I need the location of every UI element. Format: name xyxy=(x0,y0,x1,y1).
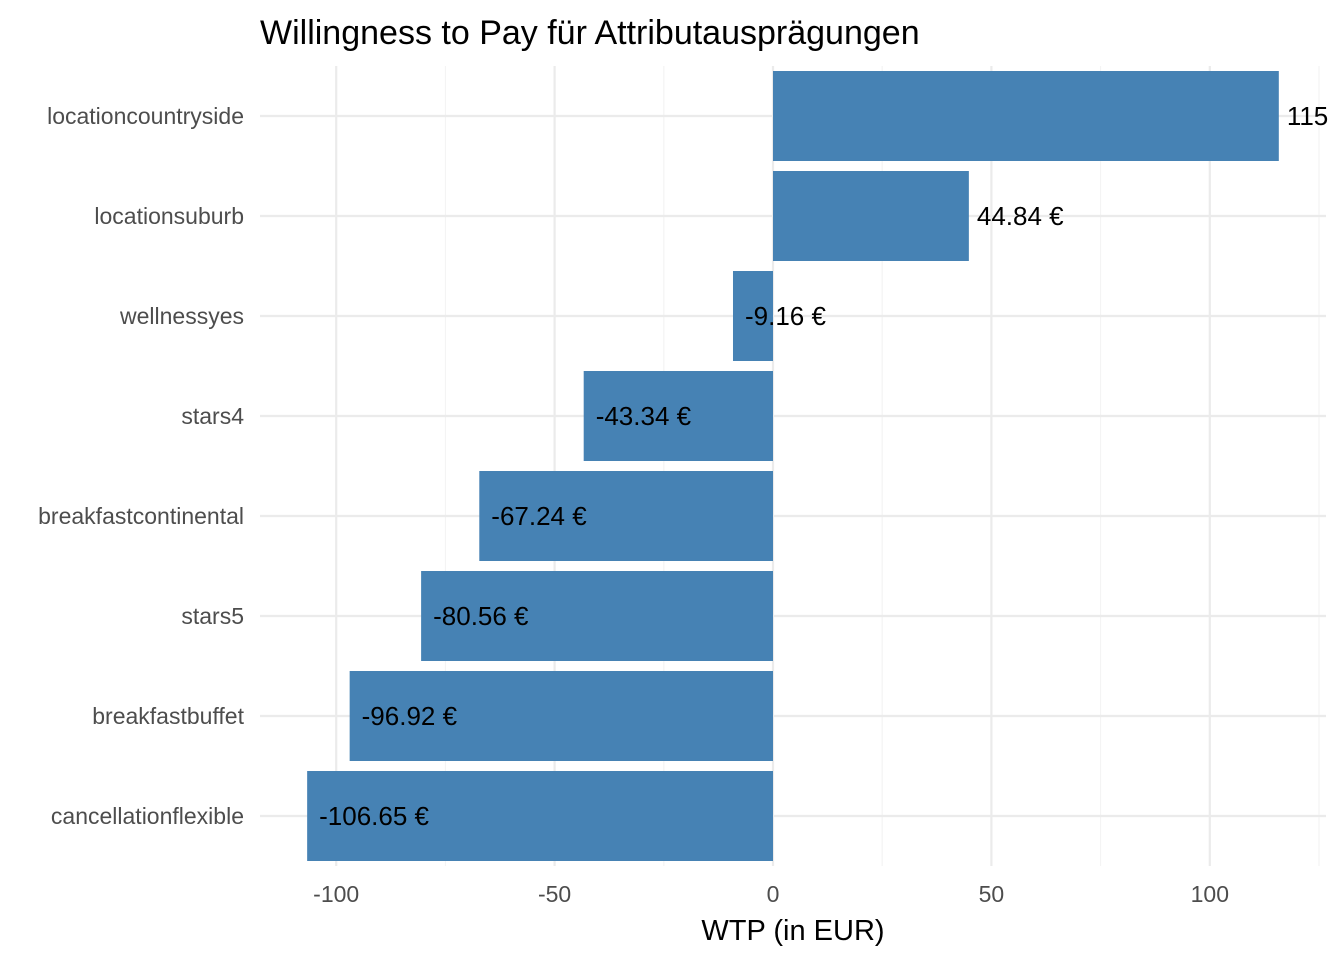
bar xyxy=(773,71,1279,161)
grid xyxy=(260,66,1326,866)
category-label: breakfastcontinental xyxy=(38,503,244,529)
x-tick-labels: -100 -50 0 50 100 xyxy=(313,881,1229,907)
category-label: breakfastbuffet xyxy=(92,703,244,729)
data-label: 115 xyxy=(1287,101,1328,131)
category-label: stars5 xyxy=(181,603,244,629)
x-tick-label: 0 xyxy=(767,881,780,907)
data-label: 44.84 € xyxy=(977,201,1064,231)
bar xyxy=(479,471,773,561)
x-tick-label: 100 xyxy=(1191,881,1229,907)
bar xyxy=(307,771,773,861)
data-label: -9.16 € xyxy=(745,301,826,331)
category-label: stars4 xyxy=(181,403,244,429)
x-tick-label: -50 xyxy=(538,881,571,907)
bar xyxy=(732,271,773,361)
bar xyxy=(421,571,773,661)
bar xyxy=(583,371,773,461)
category-label: wellnessyes xyxy=(119,303,244,329)
x-tick-label: -100 xyxy=(313,881,359,907)
data-label: -43.34 € xyxy=(596,401,692,431)
data-labels: 115 44.84 € -9.16 € -43.34 € -67.24 € -80.56 … xyxy=(319,101,1328,831)
chart-title: Willingness to Pay für Attributausprägun… xyxy=(260,14,920,52)
data-label: -96.92 € xyxy=(362,701,458,731)
data-label: -80.56 € xyxy=(433,601,529,631)
bar xyxy=(349,671,773,761)
x-axis-title: WTP (in EUR) xyxy=(701,915,884,947)
bar xyxy=(773,171,969,261)
x-tick-label: 50 xyxy=(979,881,1005,907)
data-label: -106.65 € xyxy=(319,801,429,831)
category-label: locationcountryside xyxy=(47,103,244,129)
bars xyxy=(307,71,1279,861)
category-label: locationsuburb xyxy=(94,203,244,229)
category-label: cancellationflexible xyxy=(51,803,244,829)
category-labels: locationcountryside locationsuburb wellnes… xyxy=(38,103,244,829)
data-label: -67.24 € xyxy=(491,501,587,531)
